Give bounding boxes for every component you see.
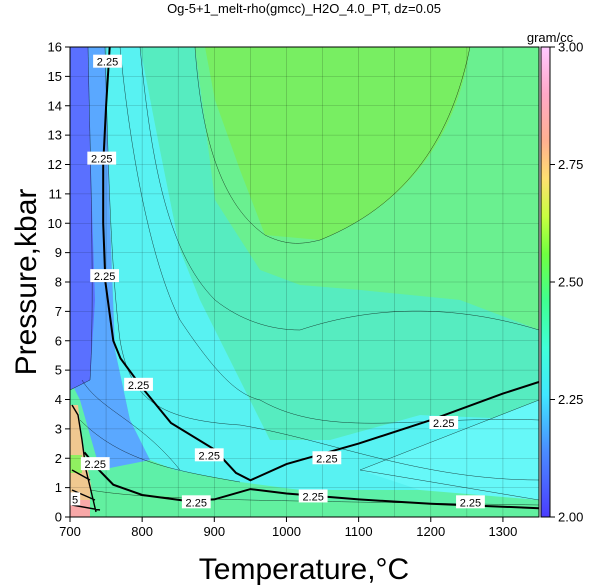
colorbar-label: gram/cc [527,30,574,45]
colorbar-tick-label: 3.00 [558,40,583,55]
x-tick-label: 1000 [272,524,301,539]
y-axis-label: Pressure,kbar [10,189,43,376]
contour-label-bg [456,495,485,509]
contour-label: 2.25 [97,57,118,69]
band-cyan-light [360,400,539,500]
band-blue-deep [70,47,95,390]
contour-label-bg [70,492,81,506]
x-tick-label: 800 [131,524,153,539]
colorbar-tick-label: 2.50 [558,275,583,290]
contour-label: 2.25 [128,380,149,392]
contour-label: 2.25 [460,497,481,509]
colorbar-tick-label: 2.75 [558,157,583,172]
y-tick-label: 3 [55,421,62,436]
contour-label-bg [429,416,459,429]
band-green-core [205,47,470,240]
contour-label: 2.25 [433,418,454,430]
y-tick-label: 4 [55,392,62,407]
y-tick-label: 9 [55,245,62,260]
y-tick-label: 2 [55,451,62,466]
y-tick-label: 7 [55,304,62,319]
contour-label: 2.25 [94,271,115,283]
contour-label-bg [194,448,224,462]
contour-label-bg [90,269,120,283]
colorbar: gram/cc 2.00 2.25 2.50 2.75 3.00 [527,30,583,525]
plot-area: 2.25 2.25 2.25 2.25 2.25 2.25 2.25 2.25 2.25 2.25… [70,47,539,517]
x-tick-label: 1100 [345,524,373,539]
y-tick-label: 5 [55,363,62,378]
y-tick-label: 14 [48,98,62,113]
colorbar-tick-label: 2.00 [558,510,583,525]
band-cyan [105,47,539,497]
contour-label: 2.25 [85,459,106,471]
contour-label-bg [124,377,153,391]
contour-label: 2.25 [302,491,323,503]
contour-label-bg [80,457,110,471]
x-tick-label: 1200 [416,524,445,539]
contour-label-bg [93,54,122,68]
y-tick-label: 6 [55,333,62,348]
x-tick-label: 1300 [488,524,517,539]
colorbar-gradient [540,46,551,518]
contour-label-bg [312,451,342,465]
chart-title: Og-5+1_melt-rho(gmcc)_H2O_4.0_PT, dz=0.0… [167,1,441,16]
band-bottom-left-green [70,455,82,473]
grid [70,47,539,517]
colorbar-ticks: 2.00 2.25 2.50 2.75 3.00 [550,40,583,525]
y-tick-label: 8 [55,275,62,290]
x-tick-label: 900 [203,524,225,539]
x-axis-ticks: 700 800 900 1000 1100 1200 1300 [59,517,517,539]
colorbar-tick-label: 2.25 [558,392,583,407]
y-tick-label: 16 [48,40,62,55]
x-axis-label: Temperature,°C [199,553,409,586]
contour-2-25-main [102,47,539,482]
y-tick-label: 13 [48,128,62,143]
contour-label: 2.25 [91,154,112,166]
band-bottom-strip [90,490,539,517]
contour-label-bg [298,489,328,503]
y-tick-label: 12 [48,157,62,172]
contour-label-bg [87,151,117,165]
band-teal [120,47,539,440]
y-tick-label: 15 [48,69,62,84]
y-tick-label: 0 [55,510,62,525]
y-tick-label: 11 [49,186,63,201]
x-tick-label: 700 [59,524,81,539]
contour-labels: 2.25 2.25 2.25 2.25 2.25 2.25 2.25 2.25 2.25 2.25… [70,54,485,509]
y-tick-label: 1 [55,480,62,495]
contour-label-bg [181,495,211,509]
contour-label: 2.25 [186,497,207,509]
contour-label: 5 [72,494,78,506]
contour-label: 2.25 [199,450,220,462]
contour-bottom-left-cluster [71,404,101,513]
contour-label: 2.25 [316,453,337,465]
contour-2-25-low [83,451,539,510]
y-tick-label: 10 [48,216,62,231]
